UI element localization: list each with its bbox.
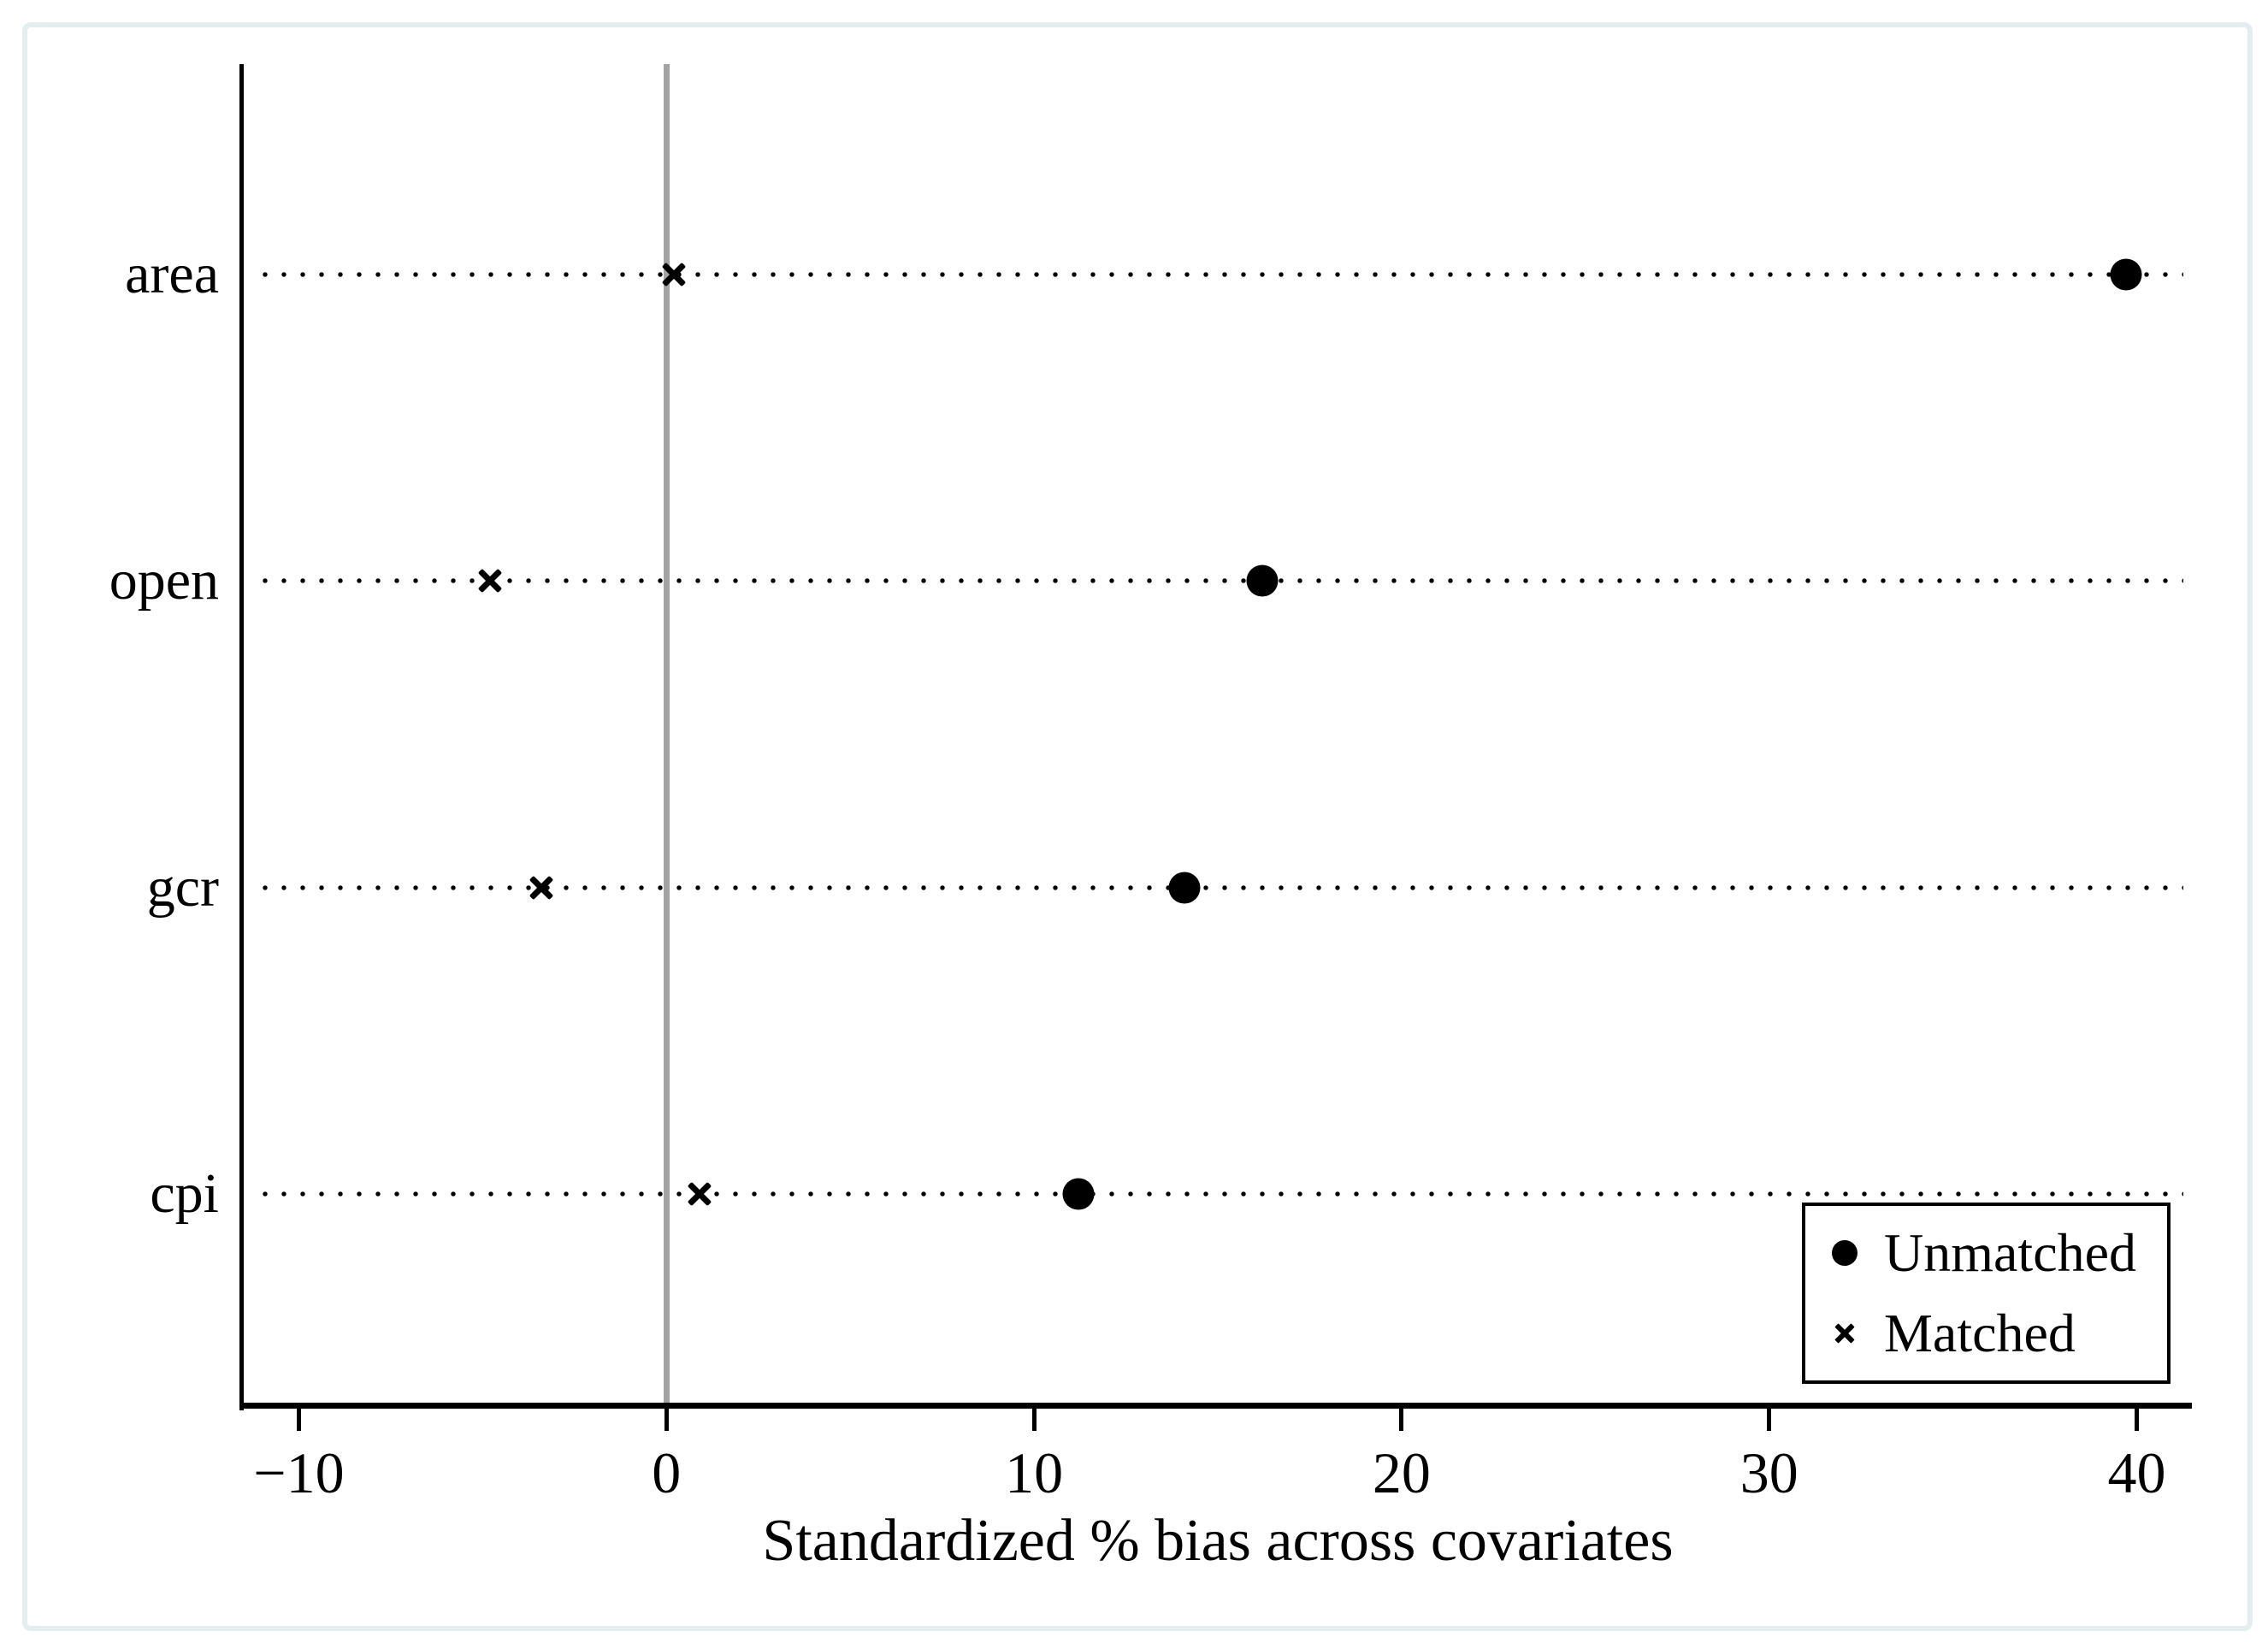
x-tick-10 — [1031, 1409, 1037, 1431]
x-tick-40 — [2135, 1409, 2140, 1431]
marker-unmatched-cpi — [1062, 1178, 1095, 1210]
category-label-open: open — [109, 549, 219, 612]
legend-box: Unmatched Matched — [1802, 1203, 2171, 1384]
zero-reference-line — [663, 64, 670, 1403]
marker-unmatched-open — [1246, 564, 1279, 597]
x-tick-label--10: −10 — [253, 1440, 345, 1505]
x-tick-30 — [1767, 1409, 1772, 1431]
x-axis-title: Standardized % bias across covariates — [762, 1508, 1674, 1574]
marker-matched-gcr — [530, 877, 552, 899]
gridline-area — [256, 272, 2183, 277]
marker-matched-open — [479, 570, 501, 592]
x-axis-line — [239, 1403, 2192, 1409]
x-tick-label-0: 0 — [652, 1440, 682, 1505]
marker-matched-cpi — [688, 1183, 711, 1205]
marker-unmatched-area — [2110, 258, 2142, 291]
x-tick-0 — [664, 1409, 669, 1431]
unmatched-circle-icon — [1832, 1240, 1858, 1267]
gridline-cpi — [256, 1191, 2183, 1197]
x-tick-20 — [1399, 1409, 1404, 1431]
legend-item-unmatched: Unmatched — [1805, 1215, 2167, 1291]
x-tick-label-40: 40 — [2107, 1440, 2166, 1505]
legend-item-matched: Matched — [1805, 1296, 2167, 1371]
gridline-open — [256, 578, 2183, 584]
x-tick-label-20: 20 — [1372, 1440, 1431, 1505]
category-label-gcr: gcr — [146, 855, 219, 919]
marker-matched-area — [663, 263, 685, 286]
legend-label-unmatched: Unmatched — [1884, 1222, 2136, 1284]
x-tick--10 — [296, 1409, 301, 1431]
y-axis-line — [239, 64, 244, 1410]
legend-label-matched: Matched — [1884, 1302, 2076, 1363]
matched-x-icon — [1835, 1324, 1854, 1343]
marker-unmatched-gcr — [1168, 872, 1201, 904]
x-tick-label-30: 30 — [1739, 1440, 1798, 1505]
category-label-cpi: cpi — [150, 1162, 219, 1225]
gridline-gcr — [256, 884, 2183, 890]
category-label-area: area — [125, 243, 219, 305]
x-tick-label-10: 10 — [1005, 1440, 1064, 1505]
